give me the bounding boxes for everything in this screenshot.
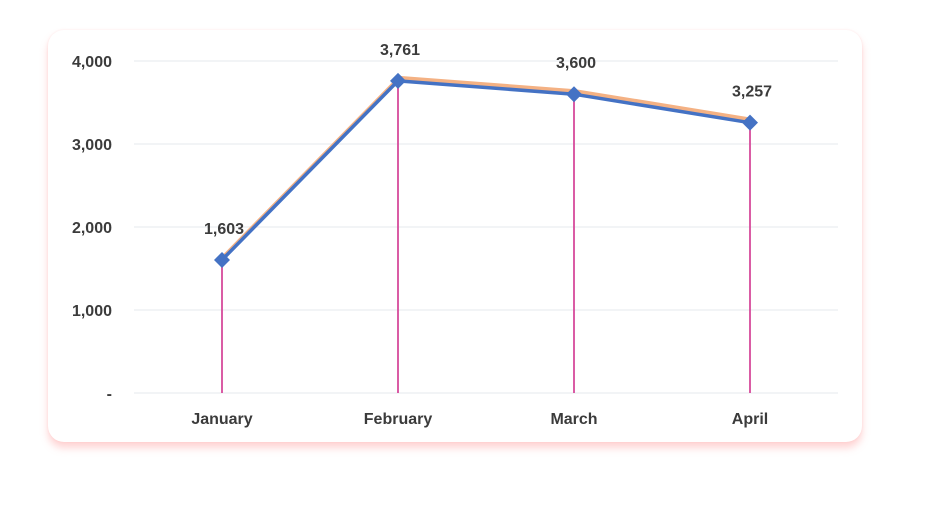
x-tick-label: February bbox=[364, 411, 433, 428]
y-tick-label: 2,000 bbox=[72, 220, 112, 237]
x-axis-tick-labels: January February March April bbox=[191, 411, 768, 428]
data-labels: 1,603 3,761 3,600 3,257 bbox=[204, 42, 772, 238]
data-label: 3,257 bbox=[732, 84, 772, 101]
y-tick-label: 3,000 bbox=[72, 137, 112, 154]
y-tick-label: 1,000 bbox=[72, 303, 112, 320]
data-label: 3,600 bbox=[556, 55, 596, 72]
data-point-marker bbox=[566, 86, 582, 103]
y-axis-tick-labels: - 1,000 2,000 3,000 4,000 bbox=[72, 54, 112, 403]
series-line-shadow bbox=[222, 75, 752, 259]
series-line-path bbox=[220, 79, 751, 262]
chart-card bbox=[48, 30, 862, 442]
data-label: 1,603 bbox=[204, 221, 244, 238]
data-point-marker bbox=[742, 114, 758, 131]
y-tick-label: 4,000 bbox=[72, 54, 112, 71]
data-point-marker bbox=[390, 72, 406, 89]
x-tick-label: January bbox=[191, 411, 252, 428]
drop-lines bbox=[221, 80, 751, 393]
x-tick-label: April bbox=[732, 411, 768, 428]
y-tick-label: - bbox=[107, 386, 112, 403]
x-tick-label: March bbox=[550, 411, 597, 428]
data-markers bbox=[214, 72, 758, 268]
series-line bbox=[220, 75, 752, 262]
data-point-marker bbox=[214, 251, 230, 268]
data-label: 3,761 bbox=[380, 42, 420, 59]
